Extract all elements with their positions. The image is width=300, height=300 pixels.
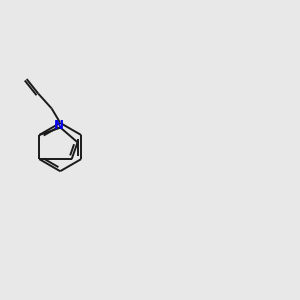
Text: N: N: [54, 119, 64, 132]
